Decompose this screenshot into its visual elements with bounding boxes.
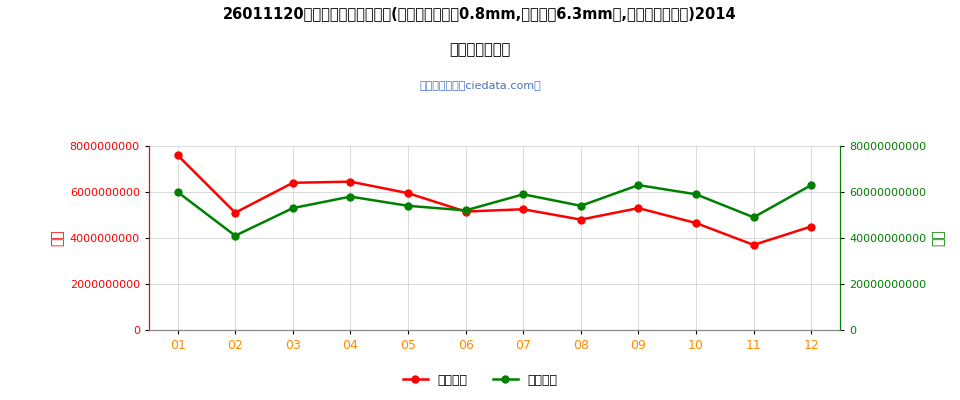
进口数量	[287, 206, 299, 210]
Y-axis label: 数量: 数量	[932, 230, 946, 246]
进口美元	[748, 242, 759, 247]
进口美元	[229, 210, 241, 215]
Text: 26011120未烧结铁矿砂及其精矿(平均粒度不小于0.8mm,但不大于6.3mm的,焙烧黄铁矿除外)2014: 26011120未烧结铁矿砂及其精矿(平均粒度不小于0.8mm,但不大于6.3m…	[223, 6, 737, 21]
进口数量	[345, 194, 356, 199]
进口美元	[805, 224, 817, 229]
Line: 进口数量: 进口数量	[174, 182, 815, 239]
进口数量	[517, 192, 529, 197]
Text: 年进口月度走势: 年进口月度走势	[449, 42, 511, 57]
Line: 进口美元: 进口美元	[174, 152, 815, 248]
进口数量	[690, 192, 702, 197]
进口美元	[690, 221, 702, 226]
进口美元	[345, 179, 356, 184]
进口数量	[805, 183, 817, 188]
进口美元	[287, 180, 299, 185]
进口美元	[402, 191, 414, 196]
进口数量	[633, 183, 644, 188]
进口美元	[633, 206, 644, 210]
Legend: 进口美元, 进口数量: 进口美元, 进口数量	[397, 369, 563, 392]
进口数量	[460, 208, 471, 213]
进口数量	[575, 203, 587, 208]
Y-axis label: 金额: 金额	[50, 230, 64, 246]
进口美元	[172, 153, 183, 158]
Text: 进出口服务网（ciedata.com）: 进出口服务网（ciedata.com）	[420, 80, 540, 90]
进口数量	[172, 190, 183, 194]
进口美元	[575, 217, 587, 222]
进口数量	[229, 233, 241, 238]
进口美元	[460, 209, 471, 214]
进口美元	[517, 207, 529, 212]
进口数量	[402, 203, 414, 208]
进口数量	[748, 215, 759, 220]
